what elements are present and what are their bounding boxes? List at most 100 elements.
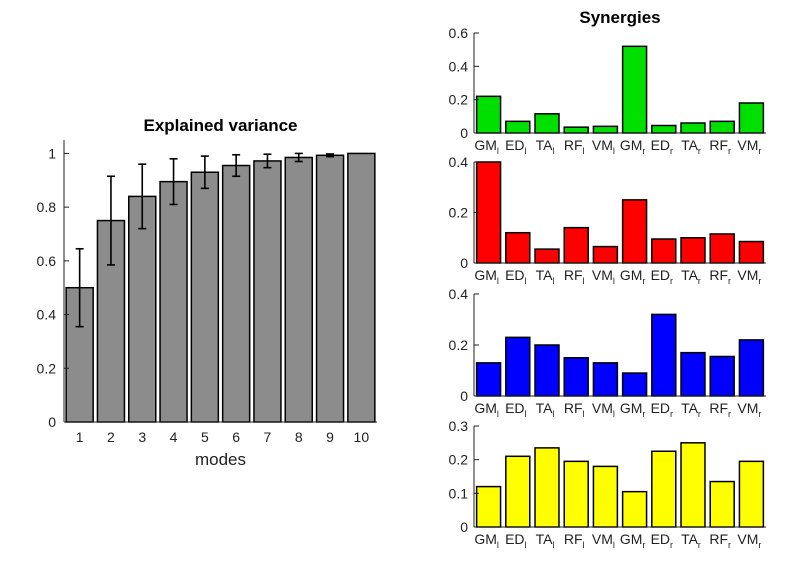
synergy1-xtick-gm-r: GMr xyxy=(620,137,646,156)
synergy4-xtick-gm-l: GMl xyxy=(474,531,499,550)
variance-ytick-label: 0.2 xyxy=(37,360,57,376)
synergy1-bar-ed-r xyxy=(651,124,677,134)
synergy2-xtick-gm-r: GMr xyxy=(620,267,646,286)
synergy3-bar-vm-r xyxy=(738,339,765,397)
synergy3-bar-ta-r xyxy=(680,351,706,397)
variance-errorbar-4 xyxy=(169,158,178,206)
synergy3-bar-ed-l xyxy=(505,336,531,397)
synergy2-bar-ed-r xyxy=(651,238,677,264)
variance-xtick-10: 10 xyxy=(354,429,370,445)
synergy1-ytick-label: 0.2 xyxy=(449,92,469,108)
variance-xtick-4: 4 xyxy=(170,429,178,445)
synergy3-xtick-rf-r: RFr xyxy=(709,400,731,419)
variance-errorbar-7 xyxy=(263,153,272,169)
variance-bar-9 xyxy=(315,154,345,423)
explained-variance-title: Explained variance xyxy=(143,116,297,135)
synergy2-bar-gm-r xyxy=(621,199,648,264)
synergy2-bar-gm-l xyxy=(475,161,502,264)
synergy2-bar-rf-l xyxy=(563,226,589,264)
synergy1-bar-ed-l xyxy=(505,120,531,134)
synergy4-bar-gm-l xyxy=(475,485,502,528)
synergy2-ytick-label: 0 xyxy=(460,255,468,271)
synergy1-bar-rf-r xyxy=(709,120,735,134)
variance-errorbar-8 xyxy=(294,152,303,163)
synergy2-xtick-ed-r: EDr xyxy=(651,267,673,286)
synergy3-xtick-vm-r: VMr xyxy=(737,400,761,419)
synergy1-ytick-label: 0 xyxy=(460,125,468,141)
synergy1-bar-gm-l xyxy=(475,95,502,134)
synergy4-xtick-ta-l: TAl xyxy=(536,531,555,550)
synergy3-xtick-gm-r: GMr xyxy=(620,400,646,419)
synergy1-bar-vm-r xyxy=(738,102,765,134)
synergy4-xtick-ed-r: EDr xyxy=(651,531,673,550)
synergy2-bar-ta-r xyxy=(680,237,706,264)
synergy1-xtick-rf-l: RFl xyxy=(564,137,585,156)
plots-layer: 1 2 3 4 5 6 7 8 9 10 0 0.2 0.4 0.6 0.8 1 GMl EDl TAl RFl VMl… xyxy=(37,25,766,550)
variance-bar-6 xyxy=(221,164,251,423)
synergy4-ytick-label: 0 xyxy=(460,519,468,535)
synergy1-ytick-label: 0.6 xyxy=(449,25,469,41)
synergy3-xtick-ta-r: TAr xyxy=(681,400,701,419)
synergy2-xtick-gm-l: GMl xyxy=(474,267,499,286)
variance-ytick-label: 0.6 xyxy=(37,253,57,269)
variance-ytick-label: 0 xyxy=(48,414,56,430)
synergy3-ytick-label: 0.2 xyxy=(449,337,469,353)
synergy4-bar-vm-r xyxy=(738,460,765,528)
variance-bar-8 xyxy=(284,156,313,423)
synergy1-bar-vm-l xyxy=(592,125,619,134)
synergy1-bar-gm-r xyxy=(621,45,648,134)
synergy3-bar-ta-l xyxy=(534,344,560,397)
synergy4-xtick-rf-r: RFr xyxy=(709,531,731,550)
synergy2-xtick-rf-l: RFl xyxy=(564,267,585,286)
synergy1-xtick-rf-r: RFr xyxy=(709,137,731,156)
synergy2-bar-vm-r xyxy=(738,240,765,264)
synergy1-xtick-vm-r: VMr xyxy=(737,137,761,156)
variance-xtick-3: 3 xyxy=(138,429,146,445)
variance-bar-7 xyxy=(253,160,282,423)
synergy1-ytick-label: 0.4 xyxy=(449,58,469,74)
variance-xtick-9: 9 xyxy=(326,429,334,445)
synergy4-bar-ed-l xyxy=(505,455,531,528)
synergy4-xtick-ed-l: EDl xyxy=(505,531,526,550)
synergy3-xtick-ta-l: TAl xyxy=(536,400,555,419)
synergy3-xtick-vm-l: VMl xyxy=(592,400,615,419)
synergy2-xtick-ta-r: TAr xyxy=(681,267,701,286)
variance-errorbar-3 xyxy=(138,163,147,230)
variance-ytick-label: 0.8 xyxy=(37,199,57,215)
variance-bar-10 xyxy=(347,152,376,423)
synergy2-ytick-label: 0.2 xyxy=(449,205,469,221)
synergy2-ytick-label: 0.4 xyxy=(449,154,469,170)
synergy3-xtick-ed-r: EDr xyxy=(651,400,673,419)
synergy4-xtick-rf-l: RFl xyxy=(564,531,585,550)
synergy4-bar-ta-r xyxy=(680,442,706,528)
synergy2-bar-vm-l xyxy=(592,245,619,264)
synergy1-bar-ta-l xyxy=(534,113,560,134)
synergy4-ytick-label: 0.1 xyxy=(449,485,469,501)
synergy4-bar-ed-r xyxy=(651,450,677,528)
variance-errorbar-9 xyxy=(326,153,335,158)
variance-bar-4 xyxy=(159,180,188,423)
synergy1-xtick-ta-r: TAr xyxy=(681,137,701,156)
synergy3-bar-vm-l xyxy=(592,362,619,397)
synergy1-xtick-ed-l: EDl xyxy=(505,137,526,156)
synergy4-ytick-label: 0.2 xyxy=(449,452,469,468)
variance-xtick-1: 1 xyxy=(76,429,84,445)
synergy1-xtick-ed-r: EDr xyxy=(651,137,673,156)
variance-bar-3 xyxy=(128,195,157,423)
synergy1-bar-rf-l xyxy=(563,126,589,134)
variance-xtick-6: 6 xyxy=(232,429,240,445)
variance-xtick-7: 7 xyxy=(264,429,272,445)
synergy4-bar-vm-l xyxy=(592,465,619,528)
variance-xtick-2: 2 xyxy=(107,429,115,445)
synergy3-xtick-rf-l: RFl xyxy=(564,400,585,419)
synergy2-xtick-ed-l: EDl xyxy=(505,267,526,286)
synergy4-xtick-vm-l: VMl xyxy=(592,531,615,550)
synergy4-bar-gm-r xyxy=(621,490,648,528)
synergy3-ytick-label: 0.4 xyxy=(449,286,469,302)
synergy3-bar-rf-r xyxy=(709,355,735,397)
synergy2-xtick-vm-l: VMl xyxy=(592,267,615,286)
synergies-title: Synergies xyxy=(579,8,660,27)
synergy2-xtick-vm-r: VMr xyxy=(737,267,761,286)
variance-errorbar-1 xyxy=(75,247,84,328)
